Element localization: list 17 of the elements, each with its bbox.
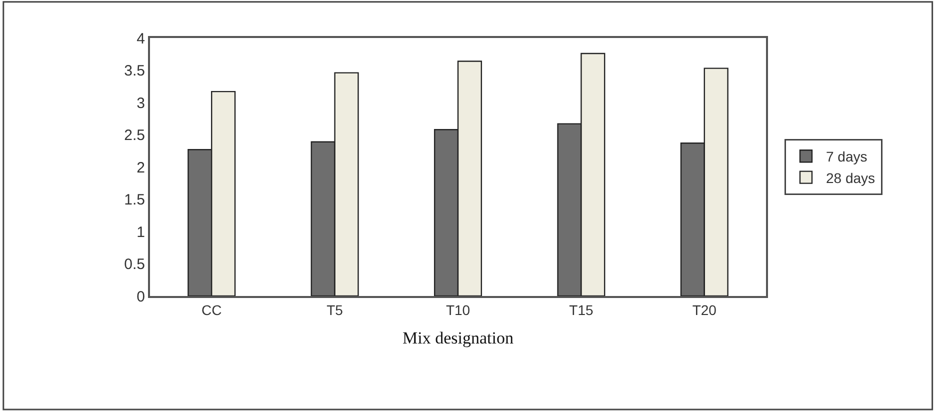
x-tick-label: T20 [692,302,717,318]
y-tick-label: 3.5 [124,62,145,80]
y-tick-label: 1 [136,224,145,241]
y-tick-label: 0 [136,288,145,306]
y-tick-label: 2 [136,159,145,176]
y-tick-label: 1.5 [124,192,145,208]
x-tick-label: T15 [569,302,594,318]
legend-label: 7 days [826,148,868,165]
y-tick-label: 4 [136,30,145,48]
y-tick-label: 0.5 [124,256,145,273]
x-tick-label: T10 [446,302,470,318]
x-axis-title: Mix designation [402,328,514,348]
x-tick-label: CC [201,302,222,318]
y-tick-label: 3 [136,94,145,112]
x-tick-label: T5 [326,302,344,318]
legend-label: 28 days [826,170,876,186]
y-tick-label: 2.5 [124,127,145,144]
